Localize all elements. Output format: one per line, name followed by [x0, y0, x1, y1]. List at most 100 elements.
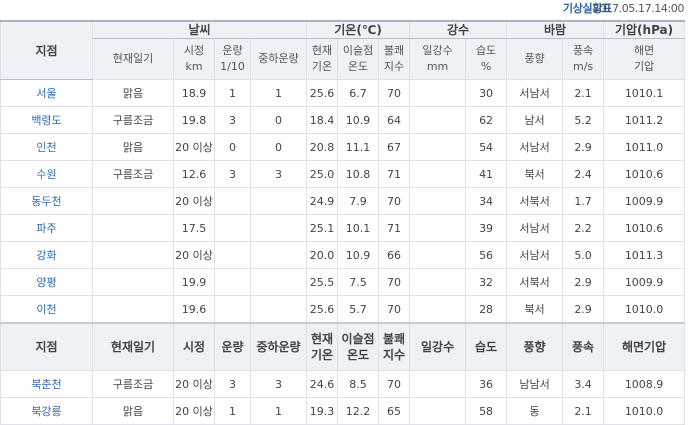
precipitation-cell — [409, 268, 467, 296]
visibility-cell: 20 이상 — [173, 397, 215, 425]
mid-low-cloud-cell: 1 — [249, 79, 308, 107]
repeat-col-discomfort-l1: 불쾌 — [383, 332, 406, 346]
col-dew-point: 이슬점 온도 — [337, 38, 380, 80]
humidity-cell: 39 — [465, 214, 508, 242]
dew-point-cell: 10.9 — [337, 106, 380, 134]
cloud-cell: 3 — [214, 160, 251, 188]
col-wind-speed-label: 풍속 — [572, 44, 594, 57]
col-discomfort: 불쾌 지수 — [378, 38, 411, 80]
visibility-cell: 19.6 — [173, 295, 215, 324]
station-link[interactable]: 인천 — [0, 133, 93, 161]
wind-speed-cell: 2.9 — [562, 133, 605, 161]
dew-point-cell: 8.5 — [337, 370, 380, 398]
table-row: 양평 19.9 25.5 7.5 70 32 서북서 2.9 1009.9 — [0, 268, 686, 296]
temperature-cell: 24.9 — [306, 187, 339, 215]
discomfort-index-cell: 66 — [378, 241, 411, 269]
visibility-cell: 18.9 — [173, 79, 215, 107]
humidity-cell: 32 — [465, 268, 508, 296]
col-precip: 일강수 mm — [409, 38, 467, 80]
precipitation-cell — [409, 79, 467, 107]
wind-direction-cell: 서남서 — [506, 79, 564, 107]
station-link[interactable]: 북강릉 — [0, 397, 93, 425]
station-link[interactable]: 동두천 — [0, 187, 93, 215]
station-link[interactable]: 서울 — [0, 79, 93, 107]
current-weather-cell: 구름조금 — [92, 370, 174, 398]
mid-low-cloud-cell — [249, 268, 308, 296]
humidity-cell: 30 — [465, 79, 508, 107]
station-link[interactable]: 이천 — [0, 295, 93, 324]
discomfort-index-cell: 70 — [378, 370, 411, 398]
col-current-weather: 현재일기 — [92, 38, 174, 80]
station-link[interactable]: 파주 — [0, 214, 93, 242]
dew-point-cell: 6.7 — [337, 79, 380, 107]
humidity-cell: 41 — [465, 160, 508, 188]
humidity-cell: 54 — [465, 133, 508, 161]
wind-speed-cell: 2.9 — [562, 295, 605, 324]
table-row: 파주 17.5 25.1 10.1 71 39 서남서 2.2 1010.6 — [0, 214, 686, 242]
weather-observation-table: 지점 날씨 기온(℃) 강수 바람 기압(hPa) 현재일기 시정 km 운량 1/… — [0, 20, 686, 425]
temperature-cell: 25.1 — [306, 214, 339, 242]
precipitation-cell — [409, 133, 467, 161]
station-link[interactable]: 백령도 — [0, 106, 93, 134]
table-body-2: 북춘천 구름조금 20 이상 3 3 24.6 8.5 70 36 남남서 3.4 1008.9 북강릉… — [0, 370, 686, 425]
temperature-cell: 25.6 — [306, 295, 339, 324]
visibility-cell: 20 이상 — [173, 370, 215, 398]
repeat-col-wind-direction: 풍향 — [506, 322, 564, 371]
col-visibility-unit: km — [185, 60, 203, 73]
wind-direction-cell: 서남서 — [506, 214, 564, 242]
station-link[interactable]: 강화 — [0, 241, 93, 269]
wind-speed-cell: 2.9 — [562, 268, 605, 296]
discomfort-index-cell: 71 — [378, 214, 411, 242]
cloud-cell — [214, 295, 251, 324]
repeat-col-dew-point-l1: 이슬점 — [341, 332, 375, 346]
table-row: 인천 맑음 20 이상 0 0 20.8 11.1 67 54 서남서 2.9 1011.0 — [0, 133, 686, 161]
mid-low-cloud-cell: 3 — [249, 160, 308, 188]
station-link[interactable]: 수원 — [0, 160, 93, 188]
visibility-cell: 17.5 — [173, 214, 215, 242]
dew-point-cell: 12.2 — [337, 397, 380, 425]
temperature-cell: 25.6 — [306, 79, 339, 107]
visibility-cell: 12.6 — [173, 160, 215, 188]
humidity-cell: 58 — [465, 397, 508, 425]
repeat-col-sea-level-pressure: 해면기압 — [603, 322, 686, 371]
repeat-col-wind-speed: 풍속 — [562, 322, 605, 371]
col-humidity: 습도% — [465, 38, 508, 80]
discomfort-index-cell: 70 — [378, 295, 411, 324]
table-row: 이천 19.6 25.6 5.7 70 28 북서 2.9 1010.0 — [0, 295, 686, 324]
col-sea-level-pressure: 해면 기압 — [603, 38, 686, 80]
col-visibility: 시정 km — [173, 38, 215, 80]
pressure-cell: 1009.9 — [603, 268, 686, 296]
col-station: 지점 — [0, 20, 93, 80]
visibility-cell: 19.8 — [173, 106, 215, 134]
wind-direction-cell: 서남서 — [506, 241, 564, 269]
repeat-col-visibility: 시정 — [173, 322, 215, 371]
discomfort-index-cell: 70 — [378, 187, 411, 215]
current-weather-cell: 구름조금 — [92, 106, 174, 134]
group-pressure: 기압(hPa) — [603, 20, 686, 39]
table-row: 백령도 구름조금 19.8 3 0 18.4 10.9 64 62 남서 5.2 1011.2 — [0, 106, 686, 134]
temperature-cell: 20.8 — [306, 133, 339, 161]
col-discomfort-l1: 불쾌 — [383, 44, 405, 57]
col-precip-label: 일강수 — [422, 44, 453, 57]
report-title[interactable]: 기상실황표 — [562, 2, 612, 15]
humidity-cell: 56 — [465, 241, 508, 269]
pressure-cell: 1011.2 — [603, 106, 686, 134]
wind-direction-cell: 서북서 — [506, 187, 564, 215]
station-link[interactable]: 북춘천 — [0, 370, 93, 398]
station-link[interactable]: 양평 — [0, 268, 93, 296]
humidity-cell: 62 — [465, 106, 508, 134]
repeat-col-humidity: 습도 — [465, 322, 508, 371]
mid-low-cloud-cell — [249, 214, 308, 242]
current-weather-cell: 맑음 — [92, 79, 174, 107]
mid-low-cloud-cell: 0 — [249, 133, 308, 161]
repeat-col-discomfort-l2: 지수 — [383, 348, 406, 362]
repeat-col-dew-point-l2: 온도 — [346, 348, 370, 362]
wind-speed-cell: 2.4 — [562, 160, 605, 188]
wind-speed-cell: 5.0 — [562, 241, 605, 269]
wind-speed-cell: 3.4 — [562, 370, 605, 398]
repeat-col-cloud: 운량 — [214, 322, 251, 371]
temperature-cell: 24.6 — [306, 370, 339, 398]
current-weather-cell: 맑음 — [92, 133, 174, 161]
pressure-cell: 1010.6 — [603, 214, 686, 242]
